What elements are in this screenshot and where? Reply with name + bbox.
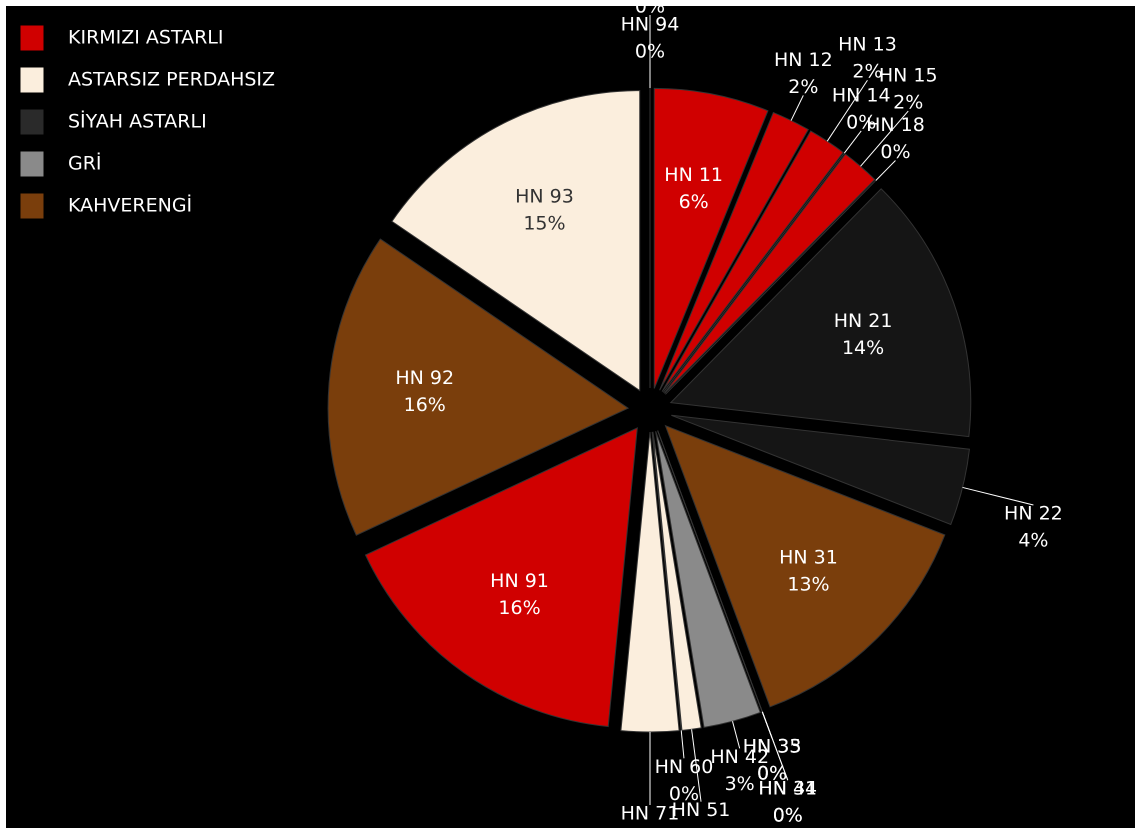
pie-slice — [655, 431, 761, 728]
legend-swatch — [19, 66, 45, 94]
legend-swatch — [19, 108, 45, 136]
pie-slice — [659, 111, 809, 391]
slice-value: 0% — [757, 763, 787, 785]
slice-label: HN 14 — [832, 84, 891, 106]
slice-label: HN 18 — [866, 114, 925, 136]
legend-swatch — [19, 192, 45, 220]
slice-label: HN 22 — [1004, 503, 1063, 525]
slice-label: HN 93 — [515, 186, 574, 208]
pie-slice — [664, 424, 946, 708]
slice-value: 0% — [773, 805, 803, 827]
slice-value: 2% — [893, 92, 923, 114]
slice-label: HN 71 — [621, 803, 680, 825]
slice-value: 13% — [787, 574, 829, 596]
leader-line — [875, 160, 896, 181]
pie-slice — [327, 238, 630, 536]
slice-value: 0% — [773, 805, 803, 827]
slice-value: 15% — [523, 213, 565, 235]
slice-label: HN 34 — [758, 778, 817, 800]
legend-label: ASTARSIZ PERDAHSIZ — [68, 69, 275, 91]
pie-slice — [665, 180, 877, 395]
slice-value: 0% — [669, 783, 699, 805]
pie-slice — [364, 427, 638, 728]
slice-label: HN 13 — [838, 34, 897, 56]
slice-value: 14% — [842, 337, 884, 359]
legend-label: SİYAH ASTARLI — [68, 110, 207, 133]
slice-label: HN 11 — [664, 164, 723, 186]
leader-line — [962, 486, 1034, 506]
slice-value: 16% — [498, 597, 540, 619]
leader-line — [790, 95, 804, 121]
slice-value: 6% — [679, 191, 709, 213]
slice-value: 0% — [846, 111, 876, 133]
slice-value: 2% — [788, 76, 818, 98]
slice-label: HN 21 — [834, 310, 893, 332]
legend-swatch — [19, 150, 45, 178]
legend-label: KIRMIZI ASTARLI — [68, 27, 224, 49]
slice-label: HN 92 — [395, 367, 454, 389]
leader-line — [732, 721, 741, 749]
leader-line — [761, 711, 789, 781]
slice-label: HN 35 — [743, 736, 802, 758]
leader-line — [691, 729, 702, 802]
pie-slice — [620, 431, 680, 733]
pie-slice — [653, 87, 769, 389]
legend-label: KAHVERENGİ — [68, 194, 192, 217]
leader-line — [860, 110, 909, 167]
slice-label: HN 41 — [758, 778, 817, 800]
leader-line — [843, 130, 862, 154]
slice-value: 0% — [757, 763, 787, 785]
slice-value: 2% — [852, 61, 882, 83]
leader-line — [680, 730, 685, 759]
slice-value: 4% — [1018, 530, 1048, 552]
slice-value: 3% — [725, 773, 755, 795]
legend-swatch — [19, 24, 45, 52]
slice-value: 1% — [686, 826, 716, 834]
slice-label: HN 60 — [655, 756, 714, 778]
slice-label: HN 42 — [710, 746, 769, 768]
slice-value: 16% — [404, 394, 446, 416]
pie-slice — [669, 188, 972, 438]
legend-label: GRİ — [68, 152, 102, 175]
slice-label: HN 91 — [490, 570, 549, 592]
slice-value: 0% — [880, 141, 910, 163]
pie-slice — [651, 431, 682, 731]
slice-label: HN 33 — [743, 736, 802, 758]
slice-label: HN 15 — [879, 65, 938, 87]
slice-label: HN 31 — [779, 547, 838, 569]
slice-label: HN 12 — [774, 49, 833, 71]
pie-slice — [391, 90, 641, 392]
slice-label: HN 51 — [672, 799, 731, 821]
slice-value: 0% — [635, 0, 665, 18]
slice-value: 3% — [635, 830, 665, 834]
leader-line — [826, 79, 868, 142]
